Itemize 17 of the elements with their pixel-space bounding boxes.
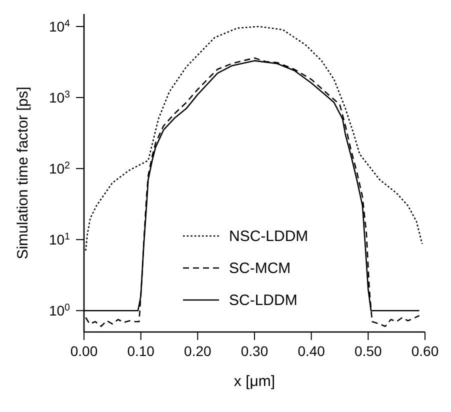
x-tick-label: 0.20 [184,343,212,359]
x-tick-label: 0.40 [298,343,326,359]
x-tick-label: 0.30 [240,343,268,359]
y-tick-label: 10$^{4}$ [48,18,71,35]
x-tick-label: 0.50 [354,343,382,359]
x-tick-label: 0.00 [70,343,98,359]
x-tick-label: 0.10 [127,343,155,359]
y-tick-label: 10$^{0}$ [48,302,71,319]
x-axis-title: x [μm] [234,373,276,390]
legend-label: SC-LDDM [229,292,298,308]
y-tick-label: 10$^{3}$ [48,89,71,106]
y-tick-label: 10$^{1}$ [48,231,70,248]
y-axis-title: Simulation time factor [ps] [14,86,32,260]
legend-label: NSC-LDDM [229,228,308,244]
legend-label: SC-MCM [229,260,291,276]
y-tick-label: 10$^{2}$ [48,160,70,177]
x-tick-label: 0.60 [411,343,439,359]
